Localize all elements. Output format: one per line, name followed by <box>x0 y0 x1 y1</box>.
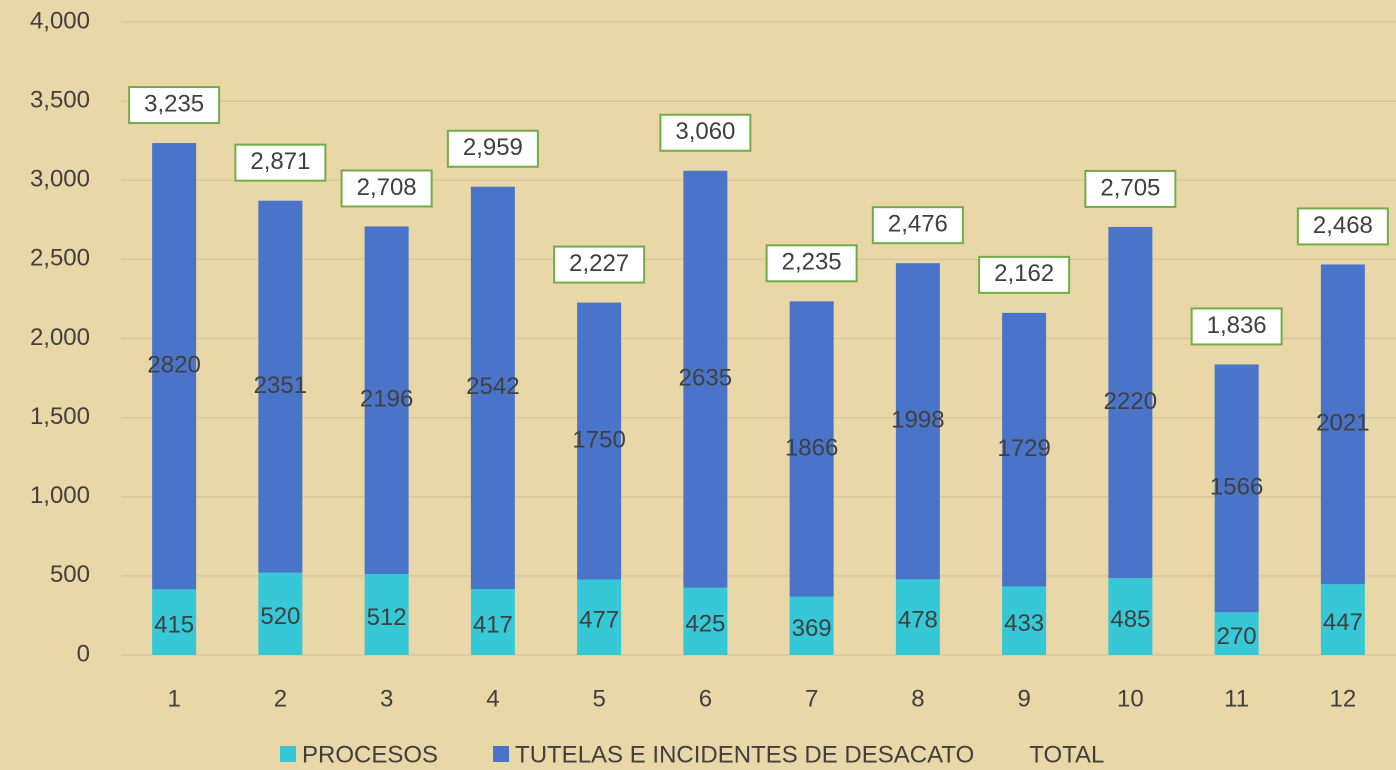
y-tick-label: 1,500 <box>30 403 90 430</box>
segment-label: 478 <box>898 607 938 634</box>
total-label: 2,227 <box>569 250 629 277</box>
bar-segment <box>258 572 303 655</box>
bar-segment <box>1320 584 1365 655</box>
bar-segment <box>364 573 409 655</box>
y-tick-label: 500 <box>50 561 90 588</box>
legend-swatch <box>493 746 510 762</box>
total-label: 2,708 <box>357 174 417 201</box>
bar-segment <box>789 301 834 597</box>
bar-segment <box>1108 578 1153 655</box>
legend-swatch <box>280 746 296 762</box>
legend-label: TUTELAS E INCIDENTES DE DESACATO <box>515 741 974 768</box>
bar-segment <box>364 226 409 574</box>
bar-segment <box>152 143 197 590</box>
total-label-box <box>1084 169 1177 208</box>
y-tick-label: 2,000 <box>30 324 90 351</box>
total-label-box <box>340 169 433 208</box>
total-label-box <box>1190 307 1283 346</box>
x-tick-label: 7 <box>805 685 818 712</box>
total-label: 2,705 <box>1100 174 1160 201</box>
segment-label: 2542 <box>466 373 519 400</box>
total-label: 3,235 <box>144 90 204 117</box>
bar-segment <box>895 263 940 580</box>
y-tick-label: 0 <box>77 640 90 667</box>
segment-label: 1998 <box>891 407 944 434</box>
bar-segment <box>152 589 197 655</box>
bar-segment <box>1214 612 1259 655</box>
total-label-box <box>446 129 539 168</box>
y-tick-label: 3,000 <box>30 166 90 193</box>
segment-label: 433 <box>1004 610 1044 637</box>
bar-segment <box>1320 264 1365 585</box>
total-label-box <box>1296 207 1389 246</box>
total-label-box <box>871 206 964 245</box>
segment-label: 417 <box>473 611 513 638</box>
x-tick-label: 6 <box>699 685 712 712</box>
segment-label: 477 <box>579 607 619 634</box>
segment-label: 512 <box>367 604 407 631</box>
x-tick-label: 8 <box>911 685 924 712</box>
x-tick-label: 9 <box>1017 685 1030 712</box>
segment-label: 1866 <box>785 434 838 461</box>
total-label: 2,476 <box>888 211 948 238</box>
bar-segment <box>789 596 834 655</box>
x-tick-label: 2 <box>274 685 287 712</box>
segment-label: 2820 <box>147 352 200 379</box>
x-tick-label: 3 <box>380 685 393 712</box>
total-label: 2,871 <box>250 148 310 175</box>
x-tick-label: 12 <box>1330 685 1357 712</box>
total-label-box <box>659 113 752 152</box>
bar-segment <box>1108 226 1153 579</box>
bar-segment <box>470 589 515 655</box>
segment-label: 2220 <box>1104 388 1157 415</box>
segment-label: 1566 <box>1210 474 1263 501</box>
bar-segment <box>1002 312 1047 587</box>
bar-segment <box>1214 364 1259 613</box>
total-label-box <box>128 86 221 125</box>
total-label: 2,162 <box>994 260 1054 287</box>
bar-segment <box>470 186 515 590</box>
segment-label: 447 <box>1323 609 1363 636</box>
segment-label: 1750 <box>572 426 625 453</box>
bar-segment <box>577 302 622 580</box>
segment-label: 520 <box>260 603 300 630</box>
legend-label: PROCESOS <box>302 741 438 768</box>
bar-segment <box>895 579 940 655</box>
bar-segment <box>1002 586 1047 655</box>
x-tick-label: 11 <box>1224 685 1249 712</box>
y-tick-label: 3,500 <box>30 86 90 113</box>
y-tick-label: 2,500 <box>30 245 90 272</box>
segment-label: 369 <box>792 615 832 642</box>
segment-label: 270 <box>1217 623 1257 650</box>
total-label-box <box>978 255 1071 294</box>
total-label-box <box>234 143 327 182</box>
y-tick-label: 1,000 <box>30 482 90 509</box>
bar-segment <box>683 587 728 655</box>
x-tick-label: 10 <box>1117 685 1144 712</box>
legend-label: TOTAL <box>1029 741 1104 768</box>
x-tick-label: 1 <box>167 685 180 712</box>
segment-label: 485 <box>1110 606 1150 633</box>
total-label: 2,959 <box>463 134 523 161</box>
segment-label: 2021 <box>1316 410 1369 437</box>
segment-label: 425 <box>685 611 725 638</box>
segment-label: 1729 <box>997 435 1050 462</box>
total-label: 2,235 <box>782 249 842 276</box>
y-tick-label: 4,000 <box>30 7 90 34</box>
total-label: 1,836 <box>1207 312 1267 339</box>
total-label-box <box>765 244 858 283</box>
total-label: 2,468 <box>1313 212 1373 239</box>
total-label-box <box>553 245 646 284</box>
bar-segment <box>683 170 728 588</box>
x-tick-label: 5 <box>592 685 605 712</box>
bar-segment <box>577 579 622 655</box>
x-tick-label: 4 <box>486 685 499 712</box>
segment-label: 415 <box>154 612 194 639</box>
total-label: 3,060 <box>675 118 735 145</box>
segment-label: 2351 <box>254 372 307 399</box>
bar-segment <box>258 200 303 573</box>
segment-label: 2196 <box>360 386 413 413</box>
segment-label: 2635 <box>679 365 732 392</box>
